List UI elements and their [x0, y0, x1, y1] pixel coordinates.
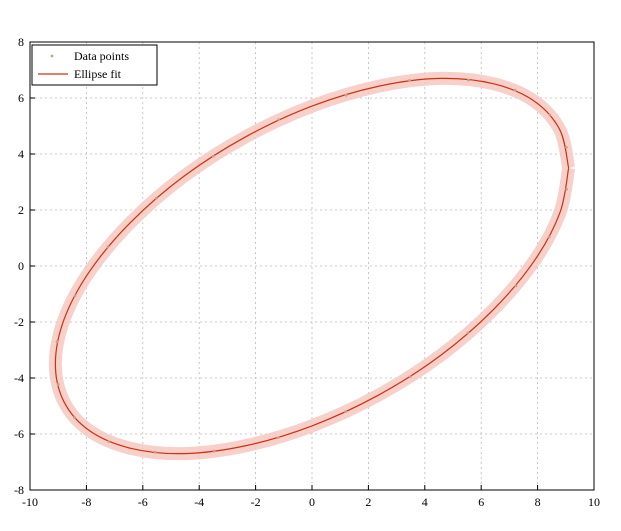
- data-point: [344, 410, 347, 413]
- x-tick-label: -4: [194, 495, 204, 509]
- data-point: [513, 88, 517, 92]
- data-point: [106, 245, 110, 249]
- legend-box: [31, 44, 158, 86]
- data-point: [565, 187, 569, 191]
- y-tick-label: 8: [18, 35, 24, 49]
- y-tick-label: -8: [14, 483, 24, 497]
- x-tick-label: -6: [138, 495, 148, 509]
- data-point: [514, 284, 518, 288]
- data-point: [55, 340, 59, 344]
- fit-line: [54, 77, 570, 455]
- y-tick-label: -2: [14, 315, 24, 329]
- data-point: [344, 93, 348, 97]
- y-tick-label: -6: [14, 427, 24, 441]
- x-tick-label: 8: [535, 495, 541, 509]
- y-tick-label: 4: [18, 147, 24, 161]
- y-tick-label: 6: [18, 91, 24, 105]
- data-point: [277, 118, 281, 121]
- legend-symbol: [50, 54, 54, 58]
- x-tick-label: -8: [81, 495, 91, 509]
- data-point: [408, 78, 411, 82]
- y-tick-label: 2: [18, 203, 24, 217]
- legend-label: Ellipse fit: [74, 67, 122, 81]
- data-point: [154, 196, 158, 200]
- data-point: [548, 113, 552, 117]
- legend-label: Data points: [74, 49, 129, 63]
- x-tick-label: -2: [251, 495, 261, 509]
- y-tick-label: 0: [18, 259, 24, 273]
- data-point: [547, 235, 551, 239]
- data-point: [107, 440, 111, 443]
- x-tick-label: 0: [309, 495, 315, 509]
- x-tick-label: 4: [422, 495, 428, 509]
- x-tick-label: 2: [365, 495, 371, 509]
- x-tick-label: -10: [22, 495, 38, 509]
- x-tick-label: 6: [478, 495, 484, 509]
- plot-frame: [29, 41, 595, 491]
- data-point: [212, 449, 216, 453]
- data-point: [466, 331, 470, 335]
- data-point: [409, 375, 412, 378]
- data-point: [564, 145, 568, 149]
- y-tick-label: -4: [14, 371, 24, 385]
- data-point: [153, 450, 157, 454]
- data-point: [73, 416, 76, 419]
- data-point: [73, 294, 77, 298]
- data-point: [276, 436, 280, 440]
- data-point: [56, 383, 60, 386]
- data-point: [467, 78, 470, 82]
- x-tick-label: 10: [588, 495, 600, 509]
- data-point: [211, 154, 215, 158]
